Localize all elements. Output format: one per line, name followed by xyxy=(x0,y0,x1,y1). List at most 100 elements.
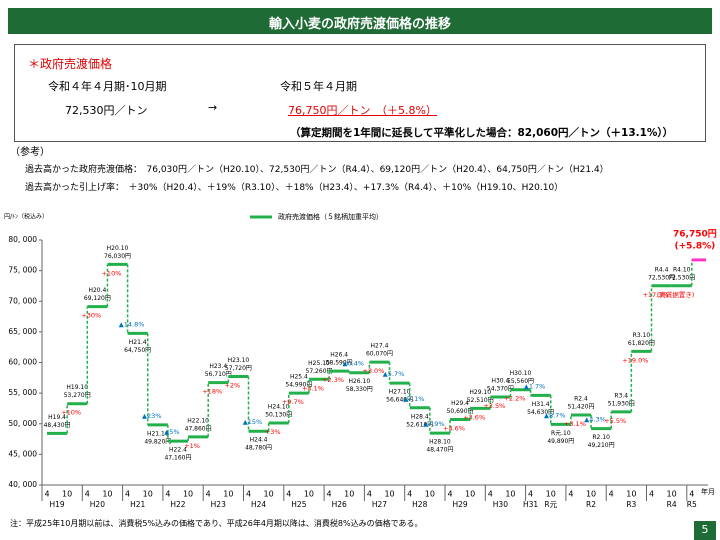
x-year-label: R5 xyxy=(687,500,697,509)
x-tick-label: 4 xyxy=(689,490,694,499)
change-label: +1% xyxy=(184,442,200,450)
x-tick-label: 4 xyxy=(286,490,291,499)
period-label: H29.10 xyxy=(469,389,491,396)
value-label: 52,610円 xyxy=(406,421,433,428)
period-label: H30.4 xyxy=(491,377,509,384)
y-tick-label: 55, 000 xyxy=(8,388,37,397)
period-label: H29.4 xyxy=(451,400,469,407)
x-tick-label: 10 xyxy=(505,490,515,499)
value-label: 54,990円 xyxy=(285,382,312,389)
y-tick-label: 75, 000 xyxy=(8,266,37,275)
x-tick-label: 10 xyxy=(304,490,314,499)
x-tick-label: 10 xyxy=(62,490,72,499)
value-label: 58,590円 xyxy=(326,360,353,367)
x-tick-label: 4 xyxy=(568,490,573,499)
period-label: H26.4 xyxy=(330,352,348,359)
period-label: H28.10 xyxy=(429,439,451,446)
period-label: H22.10 xyxy=(187,417,209,424)
y-tick-label: 50, 000 xyxy=(8,419,37,428)
x-year-label: R3 xyxy=(626,500,636,509)
value-label: 53,270円 xyxy=(64,392,91,399)
value-label: 60,070円 xyxy=(366,351,393,358)
period-label: H23.10 xyxy=(228,357,250,364)
period-label: H23.4 xyxy=(209,363,227,370)
change-label: ▲7.9% xyxy=(423,420,445,428)
x-tick-label: 10 xyxy=(425,490,435,499)
period-label: H24.4 xyxy=(250,437,268,444)
value-label: 64,750円 xyxy=(124,347,151,354)
x-tick-label: 4 xyxy=(165,490,170,499)
change-label: +2.3% xyxy=(322,376,344,384)
x-tick-label: 10 xyxy=(384,490,394,499)
period-label: R2.4 xyxy=(574,396,588,403)
ref-rates: 過去高かった引上げ率： ＋30%（H20.4）、＋19%（R3.10）、＋18%… xyxy=(25,183,564,193)
change-label: +19.0% xyxy=(622,356,648,364)
value-label: 48,780円 xyxy=(245,445,272,452)
value-label: 49,210円 xyxy=(588,442,615,449)
period-label: H31.4 xyxy=(532,401,550,408)
change-label: ▲4.3% xyxy=(584,416,606,424)
change-label: +3.6% xyxy=(463,413,485,421)
change-label: +3% xyxy=(265,428,281,436)
price-after: 76,750円／トン （＋5.8%） xyxy=(288,104,437,117)
x-tick-label: 10 xyxy=(183,490,193,499)
x-unit: 年月 xyxy=(701,487,715,496)
period-label: H25.4 xyxy=(290,374,308,381)
change-label: ▲0.4% xyxy=(342,360,364,368)
value-label: 51,930円 xyxy=(608,400,635,407)
x-tick-label: 4 xyxy=(407,490,412,499)
note: （算定期間を1年間に延長して平準化した場合：82,060円／トン（＋13.1%）… xyxy=(290,127,674,139)
value-label: 56,710円 xyxy=(205,371,232,378)
x-tick-label: 10 xyxy=(143,490,153,499)
title: 輸入小麦の政府売渡価格の推移 xyxy=(268,17,451,32)
x-year-label: R元 xyxy=(544,500,557,509)
ref-heading: （参考） xyxy=(10,147,50,158)
footnote: 注：平成25年10月期以前は、消費税5%込みの価格であり、平成26年4月期以降は… xyxy=(10,519,423,528)
value-label: 48,470円 xyxy=(426,447,453,454)
period-label: H27.4 xyxy=(371,343,389,350)
period-before: 令和４年４月期･10月期 xyxy=(48,80,167,93)
value-label: 58,330円 xyxy=(346,386,373,393)
period-label: H21.4 xyxy=(129,339,147,346)
period-label: H27.10 xyxy=(389,389,411,396)
y-unit: 円/ﾄﾝ（税込み） xyxy=(4,213,48,221)
x-tick-label: 10 xyxy=(465,490,475,499)
change-label: ▲5% xyxy=(164,428,179,436)
change-label: +2% xyxy=(224,381,240,389)
y-tick-label: 60, 000 xyxy=(8,358,37,367)
ref-prices: 過去高かった政府売渡価格： 76,030円／トン（H20.10）、72,530円… xyxy=(25,165,609,175)
period-label: H21.10 xyxy=(147,430,169,437)
change-label: +3.5% xyxy=(483,402,505,410)
change-label: ▲7.1% xyxy=(403,395,425,403)
y-tick-label: 65, 000 xyxy=(8,327,37,336)
x-tick-label: 4 xyxy=(246,490,251,499)
value-label: 76,030円 xyxy=(104,253,131,260)
change-label: ▲5.7% xyxy=(383,370,405,378)
y-tick-label: 80, 000 xyxy=(8,235,37,244)
info-box xyxy=(14,44,706,142)
highlight-value-label: 76,750円 xyxy=(673,228,717,239)
period-label: R4.4 xyxy=(655,266,669,273)
change-label: +17.3% xyxy=(642,291,668,299)
value-label: 69,120円 xyxy=(84,295,111,302)
value-label: 52,510円 xyxy=(467,397,494,404)
period-label: H20.4 xyxy=(88,287,106,294)
highlight-change-label: (+5.8%) xyxy=(675,241,716,251)
x-year-label: H24 xyxy=(251,500,266,509)
change-label: +2.2% xyxy=(503,395,525,403)
x-tick-label: 4 xyxy=(44,490,49,499)
value-label: 57,260円 xyxy=(306,368,333,375)
value-label: 54,370円 xyxy=(487,385,514,392)
period-label: H26.10 xyxy=(348,378,370,385)
x-year-label: R4 xyxy=(667,500,677,509)
period-label: R元.10 xyxy=(551,430,571,437)
value-label: 49,820円 xyxy=(144,438,171,445)
y-tick-label: 40, 000 xyxy=(8,480,37,489)
period-label: R2.10 xyxy=(592,434,610,441)
x-year-label: H20 xyxy=(90,500,105,509)
x-year-label: H25 xyxy=(291,500,306,509)
value-label: 50,690円 xyxy=(447,408,474,415)
value-label: 54,630円 xyxy=(527,409,554,416)
y-tick-label: 70, 000 xyxy=(8,296,37,305)
